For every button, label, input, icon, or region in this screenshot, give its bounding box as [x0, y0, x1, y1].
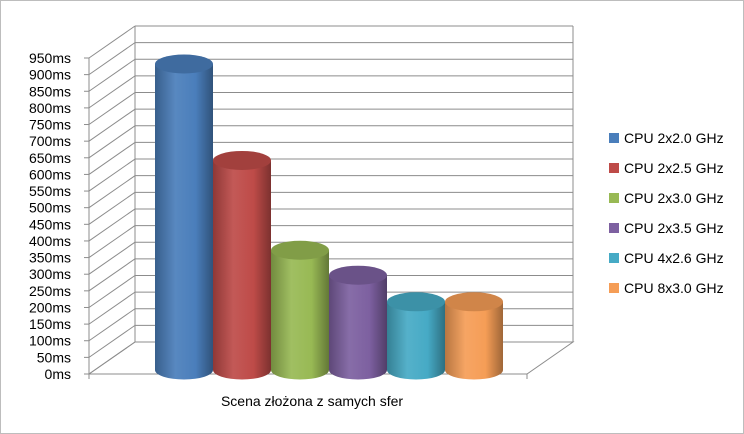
- gridline-side: [88, 58, 136, 92]
- legend-label: CPU 2x3.0 GHz: [624, 190, 724, 206]
- bar-group: [155, 54, 503, 380]
- legend-swatch: [609, 193, 619, 203]
- y-tick-label: 100ms: [29, 333, 71, 349]
- bar-body: [271, 250, 329, 380]
- legend-label: CPU 2x2.5 GHz: [624, 160, 724, 176]
- bar: [213, 150, 271, 380]
- gridline-side: [88, 92, 136, 125]
- gridline-side: [88, 142, 136, 175]
- bar-body: [445, 301, 503, 380]
- gridline-side: [88, 324, 136, 358]
- gridline-side: [88, 108, 136, 142]
- x-axis: Scena złożona z samych sfer: [88, 374, 528, 409]
- legend-label: CPU 4x2.6 GHz: [624, 250, 724, 266]
- y-axis: 0ms50ms100ms150ms200ms250ms300ms350ms400…: [29, 50, 90, 382]
- bar: [329, 265, 387, 380]
- category-label: Scena złożona z samych sfer: [221, 393, 403, 409]
- y-tick-label: 200ms: [29, 299, 71, 315]
- bar-top: [387, 292, 445, 312]
- y-tick-label: 300ms: [29, 266, 71, 282]
- legend-label: CPU 2x2.0 GHz: [624, 130, 724, 146]
- gridline-side: [88, 241, 136, 275]
- y-tick-label: 400ms: [29, 233, 71, 249]
- gridline-side: [88, 308, 136, 342]
- bar-top: [445, 292, 503, 312]
- gridline-side: [88, 25, 136, 59]
- bar: [445, 292, 503, 380]
- legend-item: CPU 2x3.5 GHz: [609, 220, 724, 236]
- y-tick-label: 500ms: [29, 200, 71, 216]
- legend-swatch: [609, 133, 619, 143]
- legend-item: CPU 4x2.6 GHz: [609, 250, 724, 266]
- bar-top: [271, 240, 329, 260]
- gridline-side: [88, 225, 136, 258]
- y-tick-label: 650ms: [29, 150, 71, 166]
- y-tick-label: 150ms: [29, 316, 71, 332]
- legend: CPU 2x2.0 GHz CPU 2x2.5 GHz CPU 2x3.0 GHz C…: [609, 130, 724, 296]
- bar-top: [329, 265, 387, 285]
- legend-swatch: [609, 163, 619, 173]
- bar-body: [329, 275, 387, 380]
- legend-item: CPU 2x2.5 GHz: [609, 160, 724, 176]
- gridline-side: [88, 191, 136, 225]
- bar-top: [155, 54, 213, 74]
- bar-body: [213, 160, 271, 380]
- y-tick-label: 350ms: [29, 250, 71, 266]
- bar-body: [387, 301, 445, 380]
- y-tick-label: 700ms: [29, 133, 71, 149]
- bar: [271, 240, 329, 380]
- y-tick-label: 600ms: [29, 166, 71, 182]
- y-tick-label: 800ms: [29, 100, 71, 116]
- bar: [155, 54, 213, 380]
- y-tick-label: 450ms: [29, 216, 71, 232]
- gridline-side: [88, 258, 136, 292]
- gridline-side: [88, 175, 136, 209]
- y-tick-label: 750ms: [29, 117, 71, 133]
- bar: [387, 292, 445, 380]
- legend-swatch: [609, 283, 619, 293]
- legend-label: CPU 2x3.5 GHz: [624, 220, 724, 236]
- y-tick-label: 550ms: [29, 183, 71, 199]
- y-tick-label: 0ms: [45, 366, 71, 382]
- legend-label: CPU 8x3.0 GHz: [624, 280, 724, 296]
- legend-item: CPU 8x3.0 GHz: [609, 280, 724, 296]
- gridline-side: [88, 291, 136, 325]
- bar-top: [213, 150, 271, 170]
- legend-swatch: [609, 223, 619, 233]
- y-tick-label: 50ms: [37, 349, 71, 365]
- y-tick-label: 250ms: [29, 283, 71, 299]
- gridline-side: [88, 158, 136, 192]
- legend-swatch: [609, 253, 619, 263]
- y-tick-label: 850ms: [29, 83, 71, 99]
- gridline-side: [88, 208, 136, 242]
- gridline-side: [88, 125, 136, 159]
- y-tick-label: 900ms: [29, 67, 71, 83]
- gridline-side: [88, 42, 136, 76]
- bar-body: [155, 63, 213, 380]
- y-tick-label: 950ms: [29, 50, 71, 66]
- legend-item: CPU 2x2.0 GHz: [609, 130, 724, 146]
- gridline-side: [88, 275, 136, 308]
- gridline-side: [88, 75, 136, 109]
- legend-item: CPU 2x3.0 GHz: [609, 190, 724, 206]
